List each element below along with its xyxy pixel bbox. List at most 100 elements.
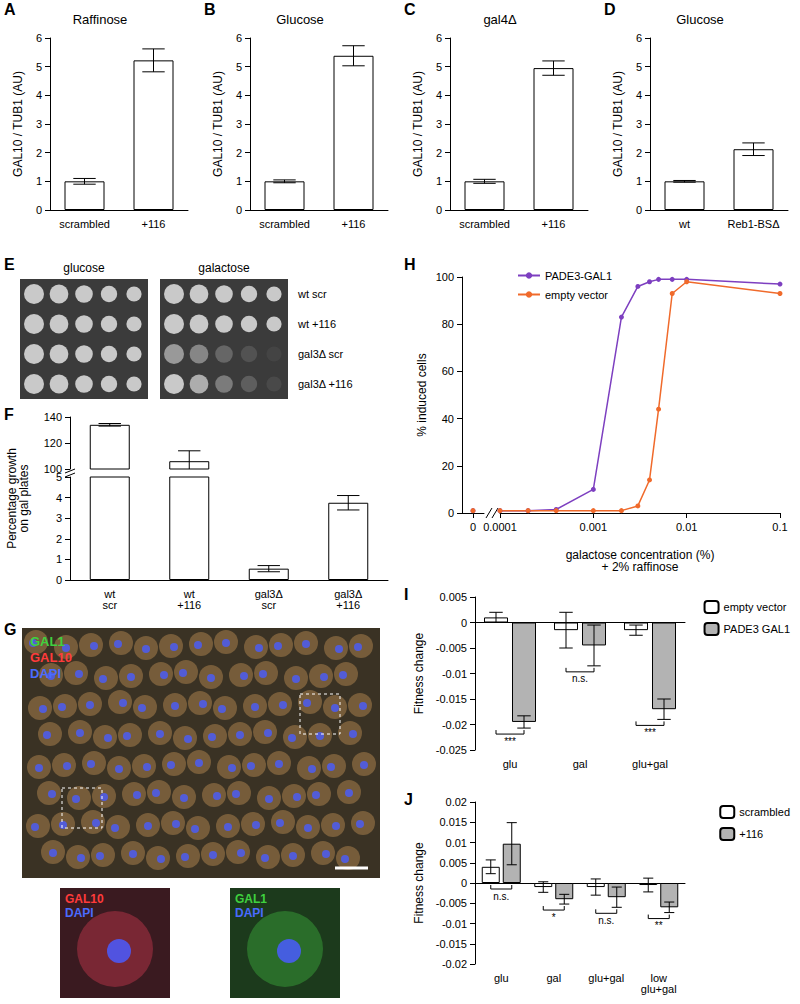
svg-text:0: 0 [56,574,62,586]
svg-text:5: 5 [636,61,642,73]
svg-text:0: 0 [448,507,454,519]
svg-text:0.005: 0.005 [439,591,467,603]
svg-text:wt scr: wt scr [297,288,327,300]
svg-text:0.015: 0.015 [439,816,467,828]
svg-text:-0.015: -0.015 [436,938,467,950]
svg-text:+116: +116 [336,599,360,611]
svg-text:0.01: 0.01 [676,521,697,533]
svg-text:gal: gal [546,972,561,984]
svg-text:6: 6 [36,32,42,44]
svg-text:3: 3 [56,512,62,524]
svg-text:0.005: 0.005 [439,857,467,869]
svg-text:PADE3-GAL1: PADE3-GAL1 [545,270,612,282]
svg-text:0: 0 [236,204,242,216]
svg-text:100: 100 [436,271,454,283]
svg-text:0: 0 [470,521,476,533]
svg-text:glu+gal: glu+gal [632,758,668,770]
svg-text:GAL10 / TUB1 (AU): GAL10 / TUB1 (AU) [611,71,625,177]
svg-text:20: 20 [442,460,454,472]
svg-text:GAL10 / TUB1 (AU): GAL10 / TUB1 (AU) [411,71,425,177]
svg-text:Glucose: Glucose [676,12,724,27]
svg-text:4: 4 [56,492,62,504]
svg-text:scr: scr [102,599,117,611]
svg-text:PADE3 GAL1: PADE3 GAL1 [724,623,790,635]
svg-text:2: 2 [436,147,442,159]
svg-text:2: 2 [36,147,42,159]
svg-text:DAPI: DAPI [65,906,94,920]
svg-text:3: 3 [436,118,442,130]
svg-text:Reb1-BSΔ: Reb1-BSΔ [728,218,781,230]
svg-text:4: 4 [436,89,442,101]
svg-text:140: 140 [44,411,62,423]
svg-text:+ 2% raffinose: + 2% raffinose [602,560,679,574]
svg-text:-0.02: -0.02 [442,958,467,970]
svg-text:4: 4 [636,89,642,101]
svg-text:2: 2 [56,533,62,545]
svg-text:galactose: galactose [198,261,250,275]
svg-text:0.001: 0.001 [580,521,608,533]
svg-text:scrambled: scrambled [459,218,510,230]
svg-text:glu+gal: glu+gal [588,972,624,984]
svg-text:5: 5 [436,61,442,73]
svg-text:0: 0 [461,617,467,629]
svg-text:wt +116: wt +116 [297,318,336,330]
svg-text:1: 1 [236,175,242,187]
svg-text:n.s.: n.s. [572,673,588,684]
svg-text:n.s.: n.s. [598,915,614,926]
svg-text:+116: +116 [142,218,166,230]
svg-text:-0.02: -0.02 [442,719,467,731]
svg-text:0.1: 0.1 [772,521,787,533]
svg-text:empty vector: empty vector [724,601,787,613]
svg-text:+116: +116 [177,599,201,611]
svg-text:GAL10 / TUB1 (AU): GAL10 / TUB1 (AU) [211,71,225,177]
svg-text:-0.005: -0.005 [436,642,467,654]
svg-text:0.01: 0.01 [446,837,467,849]
svg-text:0.02: 0.02 [446,796,467,808]
svg-text:1: 1 [636,175,642,187]
svg-text:1: 1 [56,553,62,565]
svg-text:scrambled: scrambled [59,218,110,230]
svg-text:3: 3 [236,118,242,130]
svg-text:4: 4 [36,89,42,101]
svg-text:gal: gal [573,758,588,770]
svg-text:GAL1: GAL1 [30,634,65,649]
svg-text:-0.025: -0.025 [436,744,467,756]
svg-text:**: ** [655,920,663,931]
svg-text:Glucose: Glucose [276,12,324,27]
svg-text:gal4Δ: gal4Δ [483,12,517,27]
svg-text:+116: +116 [739,828,763,840]
svg-text:-0.01: -0.01 [442,918,467,930]
svg-text:5: 5 [56,471,62,483]
svg-text:scr: scr [261,599,276,611]
svg-text:Raffinose: Raffinose [73,12,128,27]
svg-text:1: 1 [436,175,442,187]
svg-text:*: * [552,912,556,923]
svg-text:empty vector: empty vector [545,289,608,301]
svg-text:+116: +116 [342,218,366,230]
svg-text:-0.01: -0.01 [442,668,467,680]
svg-text:120: 120 [44,437,62,449]
svg-text:5: 5 [236,61,242,73]
svg-text:2: 2 [636,147,642,159]
svg-text:0: 0 [461,877,467,889]
svg-text:glu: glu [494,972,509,984]
svg-text:6: 6 [636,32,642,44]
svg-text:60: 60 [442,365,454,377]
svg-text:1: 1 [36,175,42,187]
svg-text:-0.015: -0.015 [436,693,467,705]
svg-text:3: 3 [36,118,42,130]
svg-text:glu: glu [503,758,518,770]
svg-text:GAL1: GAL1 [235,892,267,906]
svg-text:wt: wt [678,218,690,230]
svg-text:glucose: glucose [63,261,105,275]
svg-text:80: 80 [442,318,454,330]
svg-text:0: 0 [436,204,442,216]
svg-text:DAPI: DAPI [235,906,264,920]
svg-text:2: 2 [236,147,242,159]
svg-text:Fitness change: Fitness change [412,632,426,714]
svg-text:40: 40 [442,413,454,425]
svg-text:-0.005: -0.005 [436,897,467,909]
svg-text:GAL10 / TUB1 (AU): GAL10 / TUB1 (AU) [11,71,25,177]
svg-text:glu+gal: glu+gal [641,983,677,995]
svg-text:scrambled: scrambled [259,218,310,230]
